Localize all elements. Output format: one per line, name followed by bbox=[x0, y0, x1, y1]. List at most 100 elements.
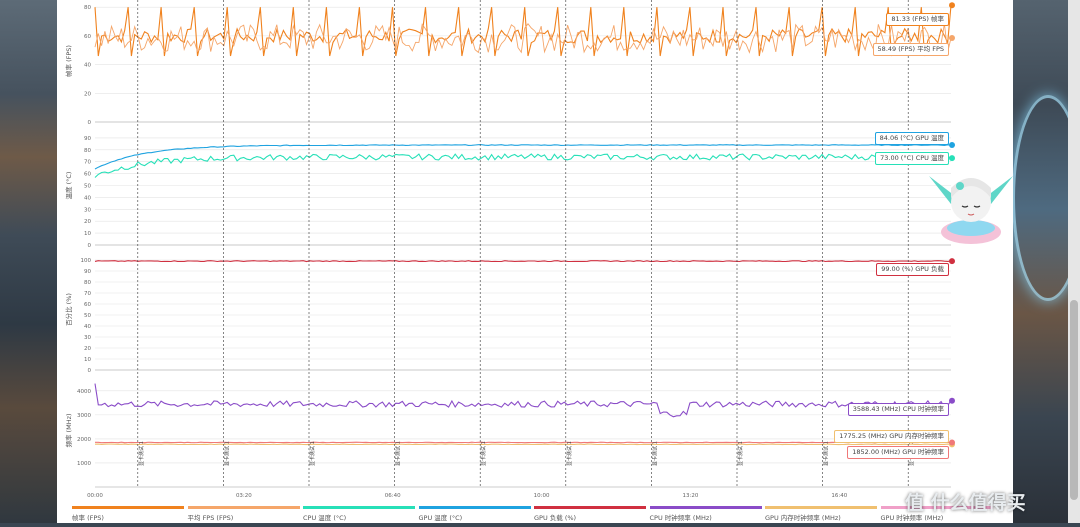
x-tick-label: 06:40 bbox=[385, 493, 401, 499]
legend-item[interactable]: GPU 温度 (°C) bbox=[418, 506, 531, 523]
y-tick-label: 20 bbox=[84, 219, 91, 225]
marker-label: 显卡测试 1 bbox=[309, 441, 316, 466]
value-tag: 73.00 (°C) CPU 温度 bbox=[875, 152, 949, 165]
charts-svg: 0 20 40 60 80 帧率 (FPS) 0 10 20 30 40 50 60 70 80 90 温度 (… bbox=[64, 0, 955, 499]
y-axis-label: 帧率 (FPS) bbox=[64, 45, 73, 77]
legend-swatch bbox=[880, 506, 993, 509]
scrollbar-thumb[interactable] bbox=[1070, 300, 1078, 500]
y-axis-label: 温度 (°C) bbox=[64, 172, 73, 200]
y-tick-label: 10 bbox=[84, 357, 91, 363]
legend-swatch bbox=[72, 506, 184, 509]
x-tick-label: 03:20 bbox=[236, 493, 252, 499]
y-tick-label: 90 bbox=[84, 136, 91, 142]
x-tick-label: 13:20 bbox=[683, 493, 699, 499]
legend-item[interactable]: 平均 FPS (FPS) bbox=[187, 506, 300, 523]
marker-label: 显卡测试 1 bbox=[138, 441, 145, 466]
legend-label: CPU 时钟频率 (MHz) bbox=[649, 514, 712, 522]
legend-swatch bbox=[418, 506, 531, 509]
y-tick-label: 70 bbox=[84, 160, 91, 166]
x-tick-label: 16:40 bbox=[831, 493, 847, 499]
chart-panel: 0 20 40 60 80 帧率 (FPS) 0 10 20 30 40 50 60 70 80 90 温度 (… bbox=[57, 0, 1013, 523]
y-tick-label: 40 bbox=[84, 63, 91, 69]
y-tick-label: 0 bbox=[88, 368, 92, 374]
y-tick-label: 30 bbox=[84, 207, 91, 213]
series-end-point bbox=[949, 35, 955, 42]
legend-swatch bbox=[187, 506, 300, 509]
legend-label: CPU 温度 (°C) bbox=[303, 514, 347, 522]
y-tick-label: 0 bbox=[88, 120, 92, 126]
legend-item[interactable]: 帧率 (FPS) bbox=[72, 506, 184, 523]
series-end-point bbox=[949, 155, 955, 162]
watermark-text: 值 什么值得买 bbox=[905, 492, 1026, 514]
series-line bbox=[94, 383, 952, 418]
y-tick-label: 4000 bbox=[77, 389, 91, 395]
legend-label: GPU 温度 (°C) bbox=[418, 514, 463, 522]
marker-label: 显卡测试 1 bbox=[651, 441, 658, 466]
legend-label: GPU 负载 (%) bbox=[534, 514, 577, 522]
series-line bbox=[94, 260, 952, 263]
legend-swatch bbox=[765, 506, 877, 509]
wallpaper-left bbox=[0, 0, 57, 523]
legend-swatch bbox=[303, 506, 415, 509]
value-tag: 58.49 (FPS) 平均 FPS bbox=[872, 43, 949, 56]
marker-label: 显卡测试 1 bbox=[223, 441, 230, 466]
legend-swatch bbox=[649, 506, 762, 509]
series-end-point bbox=[949, 258, 955, 265]
y-tick-label: 20 bbox=[84, 346, 91, 352]
y-tick-label: 50 bbox=[84, 313, 91, 319]
y-tick-label: 60 bbox=[84, 302, 91, 308]
legend-label: 平均 FPS (FPS) bbox=[187, 514, 234, 522]
value-tag: 3588.43 (MHz) CPU 时钟频率 bbox=[847, 403, 949, 416]
series-end-point bbox=[949, 2, 955, 9]
mascot-sticker-icon bbox=[929, 176, 1013, 244]
marker-label: 显卡测试 1 bbox=[823, 441, 830, 466]
marker-label: 显卡测试 1 bbox=[395, 441, 402, 466]
series-line bbox=[95, 441, 951, 444]
series-line bbox=[94, 5, 952, 57]
legend-item[interactable]: CPU 温度 (°C) bbox=[303, 506, 415, 523]
series-line bbox=[94, 153, 952, 178]
legend-item[interactable]: CPU 时钟频率 (MHz) bbox=[649, 506, 762, 523]
y-tick-label: 70 bbox=[84, 291, 91, 297]
value-tag: 1775.25 (MHz) GPU 内存时钟频率 bbox=[834, 430, 949, 443]
y-tick-label: 2000 bbox=[77, 437, 91, 443]
y-tick-label: 80 bbox=[84, 5, 91, 11]
y-tick-label: 60 bbox=[84, 172, 91, 178]
legend-label: 帧率 (FPS) bbox=[72, 514, 104, 522]
legend-item[interactable]: GPU 时钟频率 (MHz) bbox=[880, 506, 993, 523]
y-tick-label: 30 bbox=[84, 335, 91, 341]
x-tick-label: 00:00 bbox=[87, 493, 103, 499]
value-tag: 84.06 (°C) GPU 温度 bbox=[874, 132, 949, 145]
y-tick-label: 20 bbox=[84, 91, 91, 97]
marker-label: 显卡测试 1 bbox=[480, 441, 487, 466]
series-end-point bbox=[949, 397, 955, 404]
y-tick-label: 80 bbox=[84, 280, 91, 286]
value-tag: 81.33 (FPS) 帧率 bbox=[886, 13, 949, 26]
y-tick-label: 90 bbox=[84, 269, 91, 275]
legend-swatch bbox=[534, 506, 646, 509]
series-line bbox=[94, 23, 952, 54]
series-line bbox=[94, 144, 952, 170]
y-tick-label: 100 bbox=[81, 258, 92, 264]
y-tick-label: 1000 bbox=[77, 461, 91, 467]
y-tick-label: 0 bbox=[88, 243, 92, 249]
y-tick-label: 80 bbox=[84, 148, 91, 154]
y-tick-label: 40 bbox=[84, 324, 91, 330]
legend-item[interactable]: GPU 内存时钟频率 (MHz) bbox=[765, 506, 877, 523]
y-axis-label: 频率 (MHz) bbox=[64, 413, 73, 447]
value-tag: 99.00 (%) GPU 负载 bbox=[876, 263, 949, 276]
legend-label: GPU 内存时钟频率 (MHz) bbox=[765, 514, 841, 522]
y-tick-label: 50 bbox=[84, 184, 91, 190]
y-tick-label: 40 bbox=[84, 195, 91, 201]
x-tick-label: 10:00 bbox=[534, 493, 550, 499]
portal-glow bbox=[1012, 95, 1080, 301]
value-tag: 1852.00 (MHz) GPU 时钟频率 bbox=[847, 446, 949, 459]
series-end-point bbox=[949, 439, 955, 446]
marker-label: 显卡测试 1 bbox=[737, 441, 744, 466]
legend-label: GPU 时钟频率 (MHz) bbox=[880, 514, 944, 522]
legend-item[interactable]: GPU 负载 (%) bbox=[534, 506, 646, 523]
y-axis-label: 百分比 (%) bbox=[64, 293, 73, 326]
series-end-point bbox=[949, 141, 955, 148]
y-tick-label: 60 bbox=[84, 34, 91, 40]
marker-label: 显卡测试 1 bbox=[566, 441, 573, 466]
